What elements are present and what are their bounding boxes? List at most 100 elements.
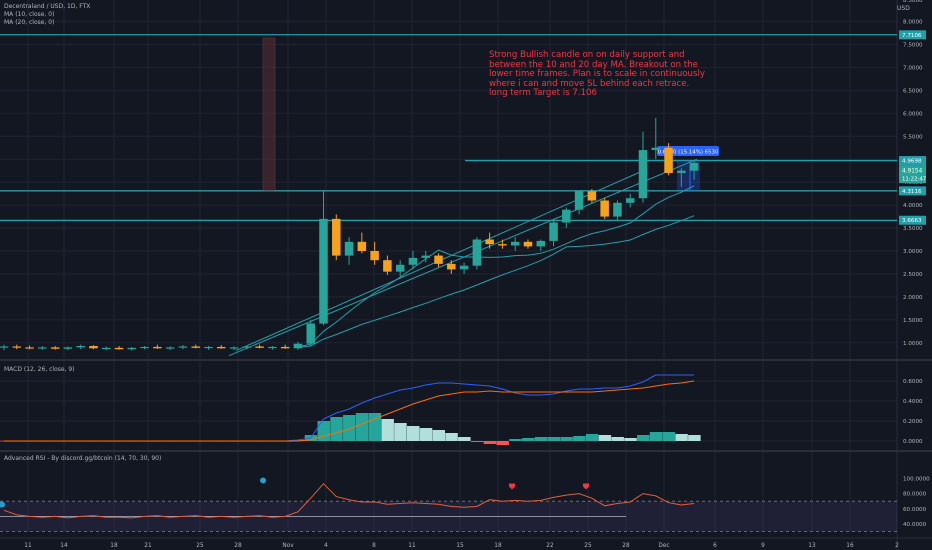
candle-body xyxy=(165,347,175,349)
ma10-legend[interactable]: MA (10, close, 0) xyxy=(4,11,55,18)
macd-pane xyxy=(0,374,701,445)
rsi-legend[interactable]: Advanced RSI - By discord.gg/btcoin (14,… xyxy=(4,455,162,462)
rsi-tick: 100.0000 xyxy=(903,476,930,482)
horizontal-levels[interactable] xyxy=(0,34,897,222)
price-badge xyxy=(899,215,926,225)
price-tick: 3.5000 xyxy=(903,226,923,232)
macd-hist-bar xyxy=(483,441,497,444)
macd-hist-bar xyxy=(355,413,369,441)
macd-hist-bar xyxy=(330,417,343,441)
time-tick: 18 xyxy=(110,543,118,549)
price-tick: 4.5000 xyxy=(903,180,923,186)
macd-tick: 0.4000 xyxy=(903,399,923,405)
macd-hist-bar xyxy=(547,437,561,441)
candle-body xyxy=(178,346,188,348)
price-tick: 7.5000 xyxy=(903,42,923,48)
candle xyxy=(664,143,673,176)
time-tick: 11 xyxy=(408,543,416,549)
candle-body xyxy=(38,347,47,349)
time-tick: 28 xyxy=(622,543,630,549)
candle xyxy=(306,319,315,346)
candle xyxy=(421,251,430,263)
candle-body xyxy=(229,347,239,349)
candle xyxy=(498,239,507,249)
price-badge xyxy=(899,30,926,40)
trade-annotation[interactable]: Strong Bullish candle on on daily suppor… xyxy=(489,50,719,99)
candle xyxy=(574,191,584,215)
candle xyxy=(191,344,200,349)
price-tick: 2.0000 xyxy=(903,295,923,301)
macd-legend[interactable]: MACD (12, 26, close, 9) xyxy=(4,366,75,373)
candle-body xyxy=(217,346,226,349)
candle xyxy=(383,255,392,275)
macd-hist-bar xyxy=(585,434,599,441)
candle xyxy=(536,239,546,251)
time-tick: 9 xyxy=(761,543,765,549)
candle-body xyxy=(625,198,635,203)
last-price: 4.9154 xyxy=(902,169,923,175)
candle-body xyxy=(562,209,571,223)
candle xyxy=(12,344,22,350)
time-tick: Nov xyxy=(282,543,294,549)
candle xyxy=(76,344,85,350)
candle xyxy=(293,341,303,350)
candle-body xyxy=(395,264,405,272)
macd-hist-bar xyxy=(649,432,663,441)
time-axis[interactable]: 11 14 18 21 25 28 Nov 4 8 11 15 18 22 25 28 Dec 6 9 13 16 2 xyxy=(24,543,899,549)
macd-tick: 0.2000 xyxy=(903,419,923,425)
candle-body xyxy=(408,257,418,265)
candle xyxy=(101,346,111,351)
price-tick: 1.0000 xyxy=(903,341,923,347)
time-tick: 11 xyxy=(24,543,32,549)
price-tick: 1.5000 xyxy=(903,318,923,324)
macd-hist-bar xyxy=(496,441,509,445)
candle xyxy=(651,117,661,160)
candle xyxy=(434,253,443,268)
candle-body xyxy=(153,346,162,349)
candle xyxy=(689,160,699,180)
price-tick: 5.5000 xyxy=(903,134,923,140)
candle-body xyxy=(89,346,98,349)
candle-body xyxy=(293,343,303,349)
time-tick: 15 xyxy=(456,543,464,549)
ma20-legend[interactable]: MA (20, close, 0) xyxy=(4,19,55,26)
rsi-tick: 60.0000 xyxy=(903,507,927,513)
rsi-oversold-marker xyxy=(0,501,5,508)
time-tick: 25 xyxy=(196,543,204,549)
candle-body xyxy=(485,239,494,245)
annotation-line: Strong Bullish candle on on daily suppor… xyxy=(489,50,685,60)
annotation-line: long term Target is 7.106 xyxy=(489,88,597,99)
time-tick: 14 xyxy=(60,543,68,549)
rsi-tick: 80.0000 xyxy=(903,492,927,498)
candle xyxy=(319,191,328,326)
candle xyxy=(459,262,469,274)
candle xyxy=(677,168,686,187)
ma10-line xyxy=(297,185,695,348)
candle-body xyxy=(50,347,60,349)
candle-body xyxy=(204,346,213,349)
price-axis[interactable]: 8.00007.50007.00006.50006.00005.50005.00… xyxy=(899,0,930,528)
candle xyxy=(587,189,597,203)
annotation-line: where i can and move SL behind each retr… xyxy=(489,78,690,89)
candle-body xyxy=(357,241,367,251)
candle-body xyxy=(191,346,200,348)
time-tick: 2 xyxy=(895,543,899,549)
price-tick: 6.0000 xyxy=(903,111,923,117)
price-tick: 4.0000 xyxy=(903,203,923,209)
annotation-line: between the 10 and 20 day MA. Breakout o… xyxy=(489,59,698,70)
candle-body xyxy=(664,147,673,173)
candle xyxy=(600,198,609,219)
candle-body xyxy=(498,244,507,246)
candle-body xyxy=(268,346,277,349)
candle xyxy=(510,237,520,251)
candle xyxy=(485,232,494,249)
macd-hist-bar xyxy=(637,435,650,441)
macd-hist-bar xyxy=(509,439,522,441)
candle xyxy=(242,345,252,350)
price-badge xyxy=(899,186,926,196)
macd-hist-bar xyxy=(573,436,586,441)
candle xyxy=(178,345,188,350)
candle xyxy=(38,346,47,350)
